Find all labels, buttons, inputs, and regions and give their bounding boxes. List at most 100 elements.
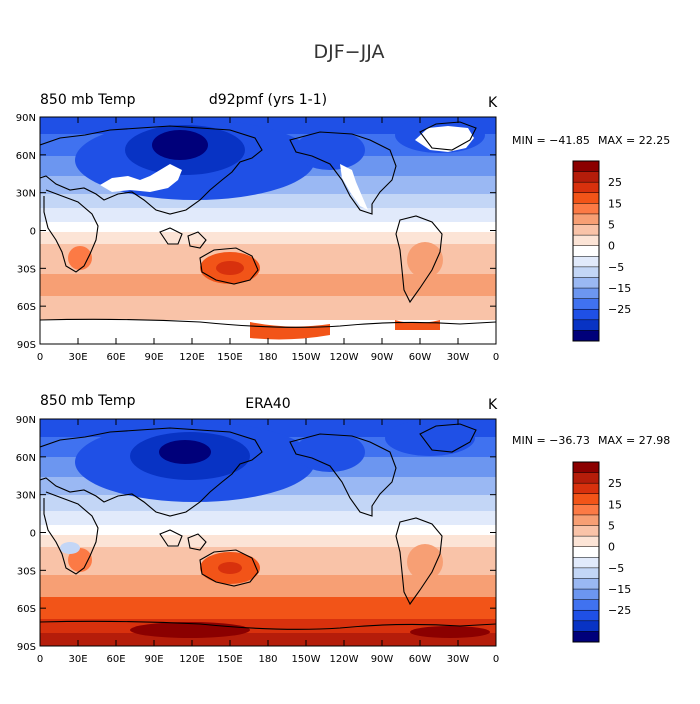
lon-tick-label: 150W xyxy=(292,352,321,363)
lon-tick-label: 120W xyxy=(330,654,359,665)
colorbar-swatch xyxy=(573,493,599,505)
colorbar-swatch xyxy=(573,620,599,632)
colorbar-label: 25 xyxy=(608,176,622,189)
colorbar-frame xyxy=(572,160,600,342)
lon-tick-label: 120E xyxy=(179,352,204,363)
lon-tick-label: 60E xyxy=(106,654,125,665)
colorbar-swatch xyxy=(573,610,599,622)
colorbar-label: −15 xyxy=(608,583,631,596)
colorbar-label: 0 xyxy=(608,240,615,253)
colorbar-label: −25 xyxy=(608,303,631,316)
colorbar-frame xyxy=(572,461,600,643)
colorbar-swatch xyxy=(573,298,599,310)
colorbar-swatch xyxy=(573,277,599,289)
panel-left-title: 850 mb Temp xyxy=(40,92,136,108)
colorbar-label: 25 xyxy=(608,477,622,490)
lon-tick-label: 90E xyxy=(144,352,163,363)
panel-min: MIN = −36.73 xyxy=(512,434,590,447)
colorbar-swatch xyxy=(573,213,599,225)
lon-tick-label: 60W xyxy=(409,654,432,665)
lat-tick-label: 90S xyxy=(17,340,36,351)
colorbar-swatch xyxy=(573,224,599,236)
coastlines xyxy=(40,121,496,328)
lon-tick-label: 30E xyxy=(68,352,87,363)
lat-tick-label: 60N xyxy=(16,151,36,162)
colorbar-swatch xyxy=(573,319,599,331)
colorbar-swatch xyxy=(573,599,599,611)
colorbar: 25 15 5 0 −5 −15 −25 xyxy=(572,160,631,342)
lon-tick-label: 60W xyxy=(409,352,432,363)
colorbar-label: −15 xyxy=(608,282,631,295)
lon-tick-label: 0 xyxy=(493,654,499,665)
colorbar-swatch xyxy=(573,514,599,526)
panel-max: MAX = 27.98 xyxy=(598,434,670,447)
panel-model: 850 mb Temp d92pmf (yrs 1-1) K MIN = −41… xyxy=(16,92,670,363)
lat-tick-label: 30S xyxy=(17,264,36,275)
colorbar-label: −5 xyxy=(608,261,624,274)
colorbar-label: 0 xyxy=(608,541,615,554)
colorbar-swatch xyxy=(573,483,599,495)
panel-center-title: d92pmf (yrs 1-1) xyxy=(209,92,327,108)
lon-tick-label: 180 xyxy=(258,654,277,665)
colorbar-swatch xyxy=(573,182,599,194)
lon-tick-label: 30E xyxy=(68,654,87,665)
lat-tick-label: 60N xyxy=(16,453,36,464)
lon-tick-label: 90W xyxy=(371,654,394,665)
lat-tick-label: 0 xyxy=(30,529,36,540)
colorbar-swatch xyxy=(573,266,599,278)
lon-tick-label: 150W xyxy=(292,654,321,665)
colorbar-label: 5 xyxy=(608,219,615,232)
colorbar-swatch xyxy=(573,504,599,516)
colorbar-label: 15 xyxy=(608,498,622,511)
colorbar: 25 15 5 0 −5 −15 −25 xyxy=(572,461,631,643)
colorbar-label: −25 xyxy=(608,604,631,617)
colorbar-swatch xyxy=(573,546,599,558)
lon-tick-label: 120W xyxy=(330,352,359,363)
colorbar-swatch xyxy=(573,161,599,172)
lat-tick-label: 60S xyxy=(17,302,36,313)
colorbar-label: 5 xyxy=(608,520,615,533)
lat-tick-label: 90N xyxy=(16,113,36,124)
lat-tick-label: 0 xyxy=(30,227,36,238)
panel-min: MIN = −41.85 xyxy=(512,134,590,147)
lat-tick-label: 30N xyxy=(16,189,36,200)
colorbar-swatch xyxy=(573,462,599,473)
lon-tick-label: 0 xyxy=(493,352,499,363)
colorbar-swatch xyxy=(573,330,599,342)
lat-tick-label: 30S xyxy=(17,566,36,577)
colorbar-label: −5 xyxy=(608,562,624,575)
lon-tick-label: 180 xyxy=(258,352,277,363)
lon-tick-label: 0 xyxy=(37,352,43,363)
colorbar-swatch xyxy=(573,309,599,321)
figure-title: DJF−JJA xyxy=(314,41,385,63)
colorbar-swatch xyxy=(573,171,599,183)
panel-reanalysis: 850 mb Temp ERA40 K MIN = −36.73 MAX = 2… xyxy=(16,393,670,665)
panel-units: K xyxy=(488,397,498,413)
lon-tick-label: 0 xyxy=(37,654,43,665)
panel-max: MAX = 22.25 xyxy=(598,134,670,147)
lon-tick-label: 150E xyxy=(217,352,242,363)
colorbar-swatch xyxy=(573,557,599,569)
colorbar-swatch xyxy=(573,578,599,590)
panel-center-title: ERA40 xyxy=(245,396,290,412)
temperature-map xyxy=(40,117,496,344)
colorbar-swatch xyxy=(573,567,599,579)
coastlines xyxy=(40,423,496,630)
colorbar-swatch xyxy=(573,203,599,215)
panel-units: K xyxy=(488,95,498,111)
lon-tick-label: 120E xyxy=(179,654,204,665)
colorbar-swatch xyxy=(573,631,599,643)
panel-left-title: 850 mb Temp xyxy=(40,393,136,409)
lon-tick-label: 90W xyxy=(371,352,394,363)
colorbar-swatch xyxy=(573,192,599,204)
colorbar-label: 15 xyxy=(608,197,622,210)
lat-tick-label: 60S xyxy=(17,604,36,615)
colorbar-swatch xyxy=(573,525,599,537)
lon-tick-label: 90E xyxy=(144,654,163,665)
lat-tick-label: 90N xyxy=(16,415,36,426)
lon-tick-label: 60E xyxy=(106,352,125,363)
colorbar-swatch xyxy=(573,472,599,484)
